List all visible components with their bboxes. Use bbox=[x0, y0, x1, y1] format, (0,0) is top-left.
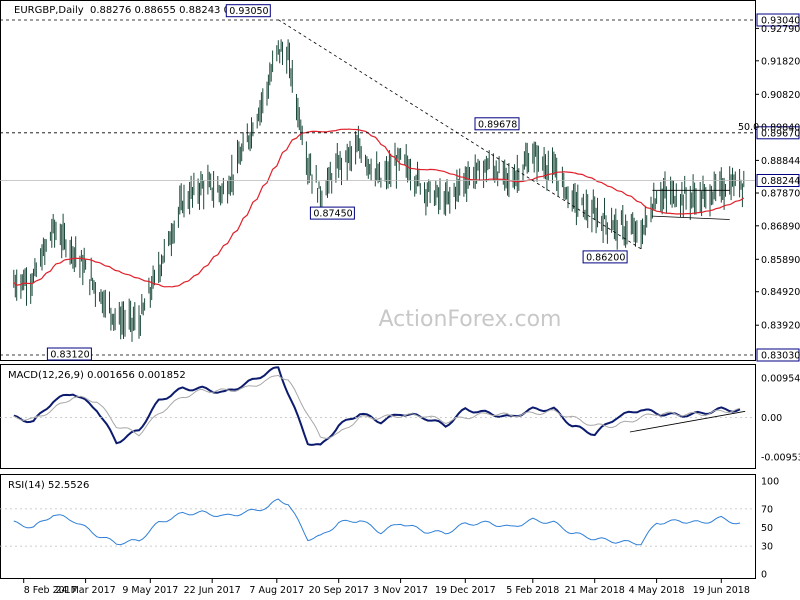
rsi-panel-title: RSI(14) 52.5526 bbox=[8, 480, 89, 491]
annotation-label: 0.87450 bbox=[313, 209, 352, 220]
level-label: 0.89670 bbox=[761, 128, 800, 139]
macd-panel-title: MACD(12,26,9) 0.001656 0.001852 bbox=[8, 370, 186, 381]
y-tick-label: 0.87870 bbox=[761, 189, 800, 200]
axis-layer: 0.93040 0.89670 0.83030 0.88244 0.92790 0.918… bbox=[23, 13, 800, 596]
x-tick-label: 24 Mar 2017 bbox=[55, 585, 115, 596]
x-tick-label: 9 May 2017 bbox=[122, 585, 178, 596]
y-tick-label: 0.83920 bbox=[761, 321, 800, 332]
annotation-label: 0.86200 bbox=[586, 252, 625, 263]
y-tick-label: 0.85890 bbox=[761, 255, 800, 266]
level-label-box bbox=[756, 13, 800, 27]
channel-line bbox=[652, 215, 730, 220]
macd-panel-frame bbox=[0, 364, 756, 469]
rsi-panel-frame bbox=[0, 474, 756, 579]
moving-average-line bbox=[13, 128, 745, 288]
x-tick-label: 19 Jun 2018 bbox=[693, 585, 750, 596]
y-tick-label: 0.84920 bbox=[761, 287, 800, 298]
x-tick-label: 7 Aug 2017 bbox=[249, 585, 304, 596]
annotation-box bbox=[582, 250, 628, 264]
x-tick-label: 22 Jun 2017 bbox=[184, 585, 241, 596]
x-tick-label: 8 Feb 2017 bbox=[24, 585, 77, 596]
y-tick-label: 0.91820 bbox=[761, 56, 800, 67]
x-tick-label: 20 Sep 2017 bbox=[309, 585, 369, 596]
rsi-tick-label: 100 bbox=[761, 477, 779, 488]
annotation-label: 0.93050 bbox=[229, 6, 268, 17]
annotation-box bbox=[309, 206, 355, 220]
rsi-layer bbox=[0, 498, 755, 547]
y-tick-label: 0.86890 bbox=[761, 221, 800, 232]
x-tick-label: 4 May 2018 bbox=[629, 585, 685, 596]
y-tick-label: 0.89840 bbox=[761, 123, 800, 134]
rsi-tick-label: 50 bbox=[761, 523, 773, 534]
rsi-tick-label: 0 bbox=[761, 570, 767, 581]
level-label-box bbox=[756, 126, 800, 140]
level-label: 0.93040 bbox=[761, 16, 800, 27]
macd-tick-label: -0.009538 bbox=[761, 452, 800, 463]
annotation-label: 0.83120 bbox=[50, 350, 89, 361]
last-price-box bbox=[756, 174, 800, 187]
macd-trendline bbox=[629, 410, 746, 433]
x-tick-label: 19 Dec 2017 bbox=[435, 585, 496, 596]
rsi-line bbox=[13, 498, 741, 546]
rsi-tick-label: 70 bbox=[761, 504, 773, 515]
annotation-box bbox=[474, 117, 520, 131]
macd-layer bbox=[0, 366, 755, 446]
price-panel-title: EURGBP,Daily bbox=[14, 5, 84, 16]
last-price-label: 0.88244 bbox=[761, 176, 800, 187]
y-tick-label: 0.90820 bbox=[761, 90, 800, 101]
watermark: ActionForex.com bbox=[379, 307, 562, 332]
x-tick-label: 21 Mar 2018 bbox=[565, 585, 625, 596]
annotation-box bbox=[46, 347, 92, 361]
macd-tick-label: 0.00954 bbox=[761, 374, 800, 385]
macd-line bbox=[13, 366, 741, 446]
annotation-label: 0.89678 bbox=[478, 119, 517, 130]
annotation-box bbox=[225, 4, 271, 18]
macd-tick-label: 0.00 bbox=[761, 413, 782, 424]
x-tick-label: 3 Nov 2017 bbox=[373, 585, 428, 596]
ohlc-readout: 0.88276 0.88655 0.88243 0.88244 bbox=[90, 5, 265, 16]
y-tick-label: 0.88844 bbox=[761, 156, 800, 167]
y-tick-label: 0.92790 bbox=[761, 24, 800, 35]
level-label: 0.83030 bbox=[761, 351, 800, 362]
price-layer: 50.0 0.93050 0.87450 0.89678 0.86200 0.83120 bbox=[0, 4, 759, 361]
macd-line bbox=[13, 374, 741, 439]
level-label-box bbox=[756, 348, 800, 362]
rsi-tick-label: 30 bbox=[761, 542, 773, 553]
x-tick-label: 5 Feb 2018 bbox=[506, 585, 559, 596]
fib-note: 50.0 bbox=[738, 122, 759, 133]
